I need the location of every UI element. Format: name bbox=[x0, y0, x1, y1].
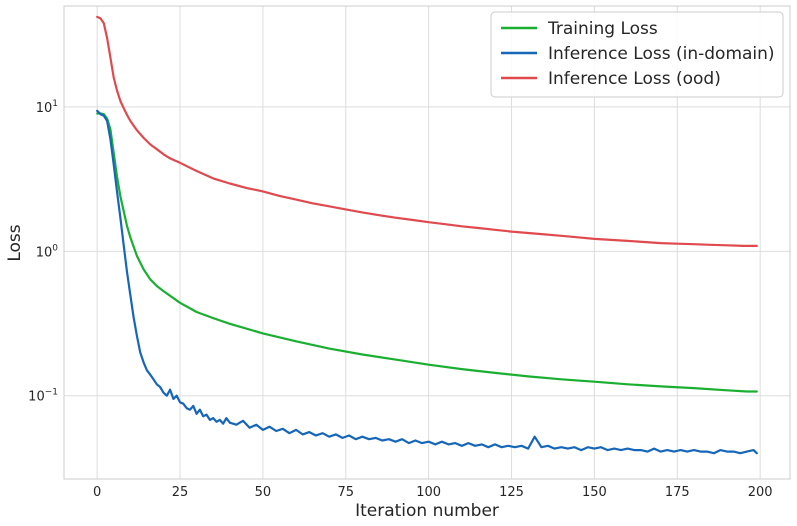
x-tick-label: 125 bbox=[499, 485, 524, 500]
x-tick-label: 75 bbox=[338, 485, 355, 500]
plot-frame bbox=[63, 5, 791, 480]
y-tick-label: 100 bbox=[36, 243, 59, 260]
x-tick-label: 150 bbox=[582, 485, 607, 500]
x-tick-label: 175 bbox=[665, 485, 690, 500]
legend: Training Loss Inference Loss (in-domain)… bbox=[490, 11, 784, 98]
x-tick-label: 50 bbox=[255, 485, 272, 500]
y-tick-label: 10−1 bbox=[28, 388, 58, 405]
series-line-0 bbox=[96, 112, 758, 393]
series-line-2 bbox=[96, 15, 758, 247]
legend-box bbox=[490, 11, 784, 98]
legend-label-training: Training Loss bbox=[547, 19, 658, 39]
series-line-1 bbox=[96, 109, 758, 455]
y-axis-label: Loss bbox=[5, 224, 25, 261]
x-tick-label: 200 bbox=[748, 485, 773, 500]
tick-labels: 0 25 50 75 100 125 150 175 200 10−1 100 101 bbox=[28, 99, 772, 500]
x-tick-label: 0 bbox=[93, 485, 101, 500]
x-tick-label: 25 bbox=[172, 485, 189, 500]
x-tick-label: 100 bbox=[416, 485, 441, 500]
legend-label-ood: Inference Loss (ood) bbox=[548, 69, 721, 89]
series-layer bbox=[96, 15, 758, 455]
y-tick-label: 101 bbox=[36, 99, 58, 116]
legend-label-in-domain: Inference Loss (in-domain) bbox=[548, 44, 775, 64]
x-axis-label: Iteration number bbox=[355, 501, 499, 521]
